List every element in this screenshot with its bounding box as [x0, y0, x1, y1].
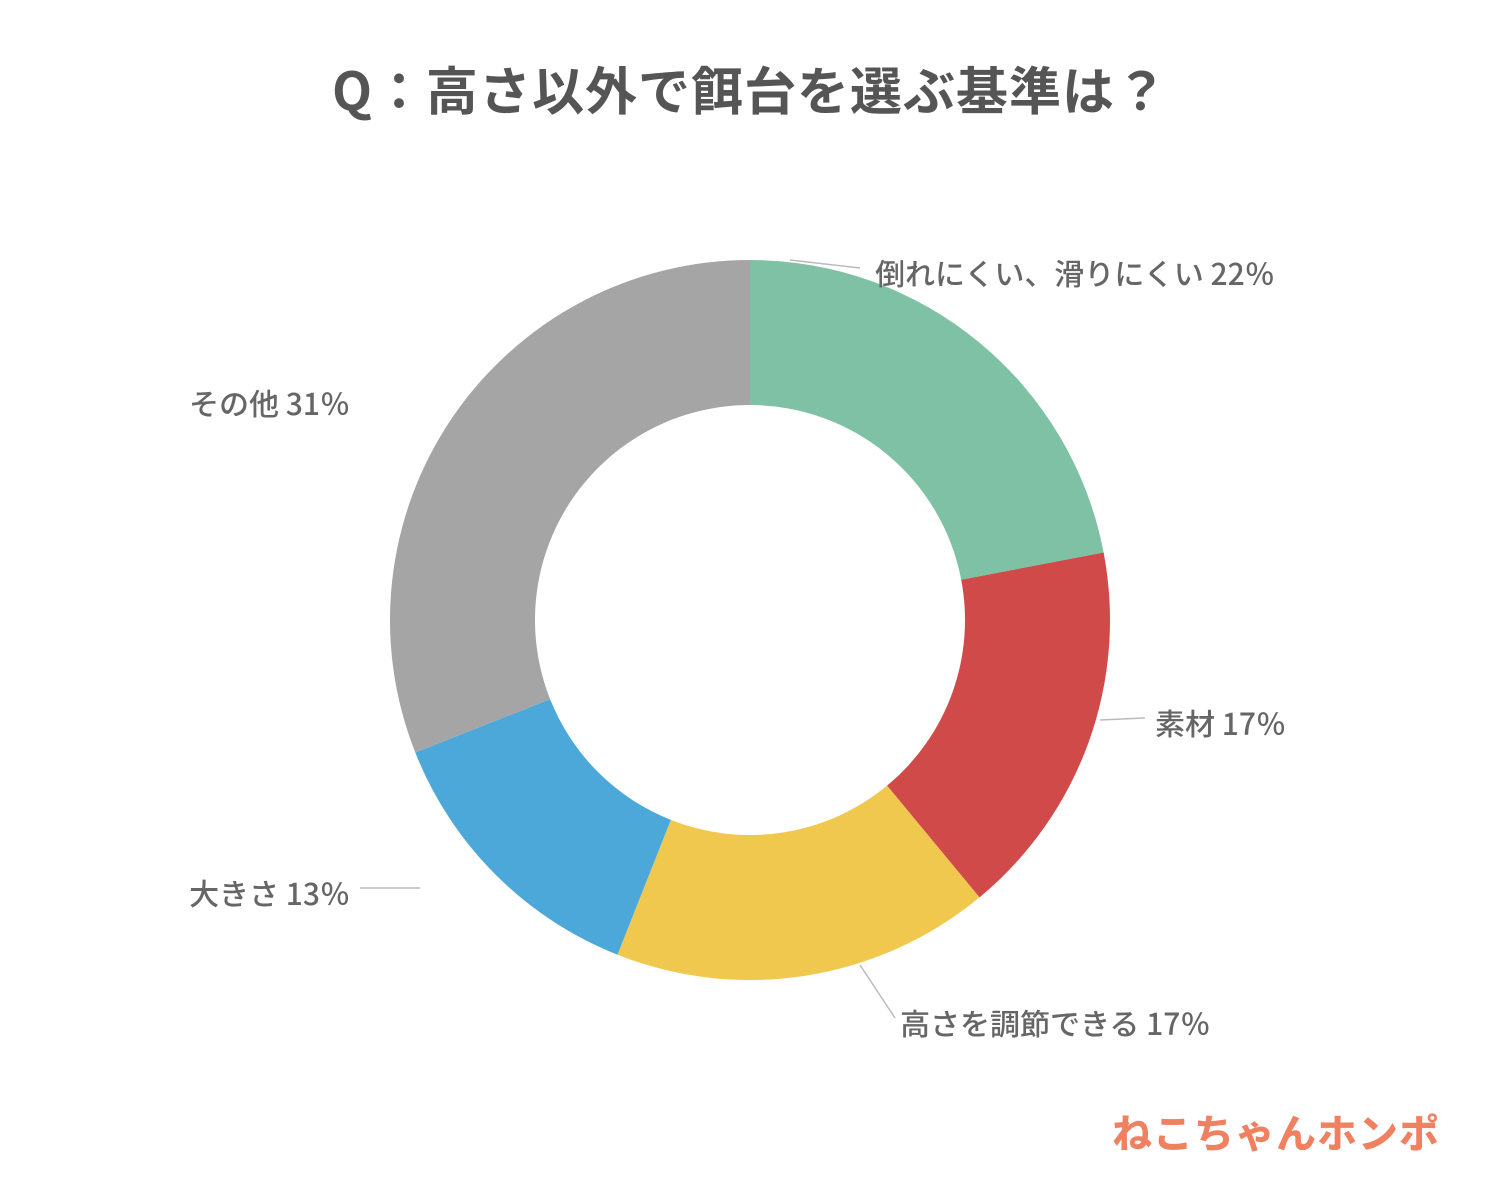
donut-slice [390, 260, 750, 753]
slice-label: 高さを調節できる 17％ [900, 1000, 1210, 1044]
donut-slice [415, 699, 671, 955]
brand-logo: ねこちゃんホンポ [1112, 1102, 1440, 1160]
chart-title: Q：高さ以外で餌台を選ぶ基準は？ [0, 50, 1500, 125]
donut-slice [750, 260, 1104, 580]
slice-label: 倒れにくい、滑りにくい 22％ [875, 250, 1275, 294]
slice-label: 素材 17％ [1155, 700, 1286, 744]
slice-label: その他 31％ [189, 380, 350, 424]
slice-label: 大きさ 13％ [189, 870, 350, 914]
donut-chart [320, 190, 1180, 1050]
